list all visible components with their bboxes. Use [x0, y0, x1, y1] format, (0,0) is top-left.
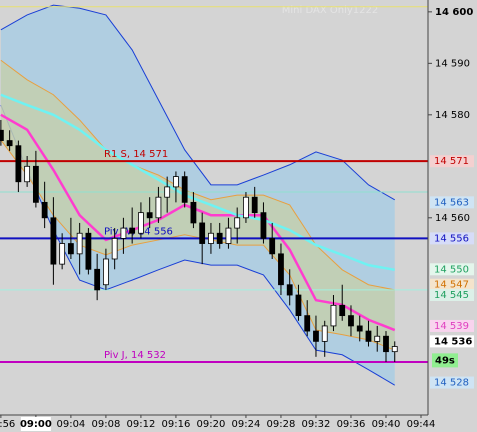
countdown: 49s — [435, 355, 455, 366]
candle-body — [365, 330, 372, 342]
candle-body — [225, 227, 232, 244]
x-tick-label: 09:32 — [302, 419, 331, 430]
price-tag — [430, 278, 474, 291]
axes: 14 600 14 590 14 580 14 560 14 571 14 563 14 5… — [0, 7, 474, 431]
candle-body — [181, 176, 188, 203]
moving-average — [0, 93, 395, 272]
price-tag-label: 14 539 — [434, 321, 469, 332]
candle-body — [330, 304, 337, 327]
candle-body — [286, 284, 293, 296]
candle-body — [321, 325, 328, 342]
price-tag — [430, 289, 474, 302]
candle-body — [41, 201, 48, 219]
x-tick-label: 09:04 — [56, 419, 85, 430]
candle-body — [374, 335, 381, 342]
candle-body — [15, 145, 22, 183]
candle-body — [32, 165, 39, 203]
band-lower — [0, 104, 395, 386]
candle-body — [208, 232, 214, 244]
candle-body — [383, 335, 389, 353]
candle-body — [269, 237, 276, 255]
x-tick-label: 09:28 — [267, 419, 296, 430]
x-tick-label: 09:08 — [91, 419, 120, 430]
candle-body — [120, 227, 127, 239]
countdown-box — [432, 353, 458, 368]
price-tag — [430, 376, 474, 389]
candle-body — [6, 140, 13, 147]
price-tag-label: 14 563 — [434, 197, 469, 208]
candle-body — [111, 237, 118, 260]
price-tag-label: 14 550 — [434, 264, 469, 275]
candle-body — [304, 315, 311, 332]
candle-body — [260, 212, 267, 239]
pivot-label: R1 S, 14 571 — [104, 149, 168, 160]
x-tick-highlight — [20, 417, 51, 431]
x-tick-label: 09:20 — [197, 419, 226, 430]
x-tick-label: 09:00 — [20, 419, 52, 430]
x-tick-label: 08:56 — [0, 419, 15, 430]
candle-body — [67, 243, 74, 255]
candle-body — [243, 196, 249, 219]
price-tag — [430, 335, 474, 348]
candle-body — [295, 294, 302, 317]
candle-body — [129, 227, 136, 234]
candle-body — [199, 222, 206, 244]
candle-body — [391, 346, 398, 353]
price-tag — [430, 232, 474, 245]
candle-body — [348, 315, 354, 327]
candle-body — [155, 196, 162, 219]
candle-body — [76, 232, 83, 255]
candle-body — [356, 325, 363, 332]
x-tick-label: 09:16 — [162, 419, 191, 430]
candle-body — [50, 217, 57, 265]
candle-body — [94, 268, 101, 291]
price-tag-label: 14 547 — [434, 280, 469, 291]
candle-body — [313, 330, 319, 342]
candle-body — [138, 212, 144, 234]
band-upper — [0, 59, 395, 291]
price-tag — [430, 155, 474, 168]
x-tick-label: 09:44 — [407, 419, 436, 430]
candle-body — [339, 304, 346, 317]
price-tag — [430, 263, 474, 276]
candle-body — [216, 232, 223, 244]
candle-body — [0, 129, 4, 141]
watermark: Mini DAX Only1222 — [282, 5, 378, 16]
candle-body — [103, 258, 109, 286]
price-tag-label: 14 571 — [434, 156, 469, 167]
candle-body — [164, 186, 171, 198]
y-tick-label: 14 580 — [435, 110, 470, 121]
candle-body — [85, 232, 92, 270]
price-tag — [430, 319, 474, 332]
candle-body — [190, 201, 197, 224]
y-tick-label: 14 590 — [435, 58, 470, 69]
x-tick-label: 09:40 — [372, 419, 401, 430]
pivot-label: Piv J, 14 532 — [104, 350, 166, 361]
candle-body — [24, 165, 31, 183]
x-tick-label: 09:12 — [127, 419, 156, 430]
candle-body — [278, 253, 284, 286]
candle-body — [251, 196, 258, 214]
band-fill — [0, 60, 395, 351]
price-tag-label: 14 545 — [434, 290, 469, 301]
y-tick-label: 14 600 — [435, 7, 473, 18]
candle-body — [234, 217, 241, 229]
x-tick-label: 09:24 — [232, 419, 261, 430]
price-tag-label: 14 528 — [434, 378, 469, 389]
band-lower — [0, 139, 395, 351]
y-tick-label: 14 560 — [435, 213, 470, 224]
price-tag-label: 14 536 — [434, 336, 472, 347]
moving-average — [0, 113, 396, 332]
price-tag-label: 14 556 — [434, 233, 469, 244]
x-tick-label: 09:36 — [337, 419, 366, 430]
candle-body — [146, 212, 153, 219]
candle-body — [173, 176, 179, 188]
candle-body — [59, 243, 66, 265]
price-tag — [430, 196, 474, 209]
